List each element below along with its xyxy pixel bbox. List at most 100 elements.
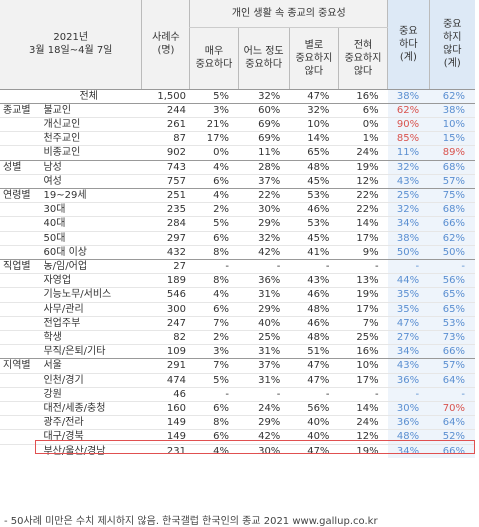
sample-size-cell: 189 bbox=[141, 273, 190, 288]
row-label: 부산/울산/경남 bbox=[41, 443, 142, 458]
table-row: 대전/세종/충청 160 6% 24% 56% 14% 30% 70% bbox=[0, 400, 475, 416]
important-total-cell: 43% bbox=[387, 173, 430, 189]
row-label: 불교인 bbox=[41, 102, 142, 118]
percent-cell: 6% bbox=[189, 429, 238, 445]
percent-cell: 28% bbox=[238, 159, 290, 175]
percent-cell: - bbox=[189, 386, 238, 402]
table-row: 직업별 농/임/어업 27- - - - - - bbox=[0, 258, 475, 274]
percent-cell: 4% bbox=[189, 287, 238, 303]
important-total-cell: 27% bbox=[387, 329, 430, 345]
table-row: 강원 46- - - - - - bbox=[0, 386, 475, 402]
row-label: 광주/전라 bbox=[41, 415, 142, 430]
percent-cell: 12% bbox=[338, 429, 388, 445]
percent-cell: 69% bbox=[238, 131, 290, 146]
not-important-total-cell: 66% bbox=[429, 344, 475, 359]
row-label: 사무/관리 bbox=[41, 301, 142, 317]
sample-size-cell: 432 bbox=[141, 244, 190, 260]
percent-cell: 46% bbox=[289, 315, 339, 331]
percent-cell: 53% bbox=[289, 216, 339, 232]
row-label: 대전/세종/충청 bbox=[41, 400, 142, 416]
percent-cell: 32% bbox=[289, 102, 339, 118]
important-total-cell: 32% bbox=[387, 159, 430, 175]
important-total-cell: 32% bbox=[387, 202, 430, 217]
percent-cell: 4% bbox=[189, 443, 238, 458]
percent-cell: - bbox=[238, 258, 290, 274]
percent-cell: - bbox=[289, 386, 339, 402]
not-important-total-cell: - bbox=[429, 386, 475, 402]
percent-cell: 24% bbox=[238, 400, 290, 416]
percent-cell: 60% bbox=[238, 102, 290, 118]
table-row: 자영업 189 8% 36% 43% 13% 44% 56% bbox=[0, 273, 475, 288]
section-label: 지역별 bbox=[0, 358, 42, 374]
not-important-total-cell: 65% bbox=[429, 301, 475, 317]
percent-cell: 5% bbox=[189, 372, 238, 388]
important-total-cell: 44% bbox=[387, 273, 430, 288]
sample-size-cell: 1,500 bbox=[141, 88, 190, 104]
percent-cell: 47% bbox=[289, 88, 339, 104]
table-row: 기능노무/서비스 546 4% 31% 46% 19% 35% 65% bbox=[0, 287, 475, 303]
sample-size-cell: 27 bbox=[141, 258, 190, 274]
sample-size-cell: 261 bbox=[141, 116, 190, 132]
footnote: - 50사례 미만은 수치 제시하지 않음. 한국갤럽 한국인의 종교 2021… bbox=[4, 516, 378, 527]
percent-cell: - bbox=[338, 258, 388, 274]
section-label bbox=[0, 88, 42, 104]
not-important-total-cell: 62% bbox=[429, 88, 475, 104]
percent-cell: 43% bbox=[289, 273, 339, 288]
section-label bbox=[0, 287, 42, 303]
not-important-total-cell: 70% bbox=[429, 400, 475, 416]
sample-size-cell: 743 bbox=[141, 159, 190, 175]
percent-cell: 48% bbox=[289, 159, 339, 175]
percent-cell: 25% bbox=[338, 329, 388, 345]
row-label: 19~29세 bbox=[41, 187, 142, 203]
percent-cell: 6% bbox=[189, 230, 238, 246]
table-row: 학생 82 2% 25% 48% 25% 27% 73% bbox=[0, 329, 475, 345]
section-label bbox=[0, 116, 42, 132]
sample-size-cell: 291 bbox=[141, 358, 190, 374]
percent-cell: 9% bbox=[338, 244, 388, 260]
percent-cell: 31% bbox=[238, 344, 290, 359]
percent-cell: 30% bbox=[238, 202, 290, 217]
important-total-header: 중요 하다 (계) bbox=[387, 0, 430, 90]
not-important-total-cell: 53% bbox=[429, 315, 475, 331]
percent-cell: 29% bbox=[238, 415, 290, 430]
percent-cell: 11% bbox=[238, 145, 290, 161]
period-header: 2021년 3월 18일~4월 7일 bbox=[0, 0, 142, 90]
important-total-cell: 34% bbox=[387, 216, 430, 232]
percent-cell: 42% bbox=[238, 429, 290, 445]
row-label: 인천/경기 bbox=[41, 372, 142, 388]
sample-size-header: 사례수 (명) bbox=[141, 0, 190, 90]
row-label: 60대 이상 bbox=[41, 244, 142, 260]
percent-cell: 19% bbox=[338, 443, 388, 458]
percent-cell: 31% bbox=[238, 372, 290, 388]
section-label bbox=[0, 273, 42, 288]
table-row: 50대 297 6% 32% 45% 17% 38% 62% bbox=[0, 230, 475, 246]
row-label: 전업주부 bbox=[41, 315, 142, 331]
percent-cell: 3% bbox=[189, 102, 238, 118]
not-important-total-cell: 10% bbox=[429, 116, 475, 132]
percent-cell: 32% bbox=[238, 230, 290, 246]
row-label: 대구/경북 bbox=[41, 429, 142, 445]
religion-importance-table: 2021년 3월 18일~4월 7일 사례수 (명) 개인 생활 속 종교의 중… bbox=[0, 0, 475, 458]
not-important-total-cell: 64% bbox=[429, 415, 475, 430]
row-label: 개신교인 bbox=[41, 116, 142, 132]
percent-cell: 16% bbox=[338, 344, 388, 359]
percent-cell: 17% bbox=[189, 131, 238, 146]
section-label bbox=[0, 301, 42, 317]
percent-cell: 0% bbox=[189, 145, 238, 161]
section-label bbox=[0, 443, 42, 458]
percent-cell: 48% bbox=[289, 329, 339, 345]
row-label: 서울 bbox=[41, 358, 142, 374]
section-label bbox=[0, 230, 42, 246]
important-total-cell: 50% bbox=[387, 244, 430, 260]
table-row: 전업주부 247 7% 40% 46% 7% 47% 53% bbox=[0, 315, 475, 331]
sample-size-cell: 284 bbox=[141, 216, 190, 232]
percent-cell: 47% bbox=[289, 372, 339, 388]
section-label: 직업별 bbox=[0, 258, 42, 274]
important-total-cell: 36% bbox=[387, 372, 430, 388]
sample-size-cell: 247 bbox=[141, 315, 190, 331]
not-important-total-cell: 57% bbox=[429, 358, 475, 374]
table-row: 여성 757 6% 37% 45% 12% 43% 57% bbox=[0, 173, 475, 189]
important-total-cell: 62% bbox=[387, 102, 430, 118]
sample-size-cell: 902 bbox=[141, 145, 190, 161]
row-label: 40대 bbox=[41, 216, 142, 232]
